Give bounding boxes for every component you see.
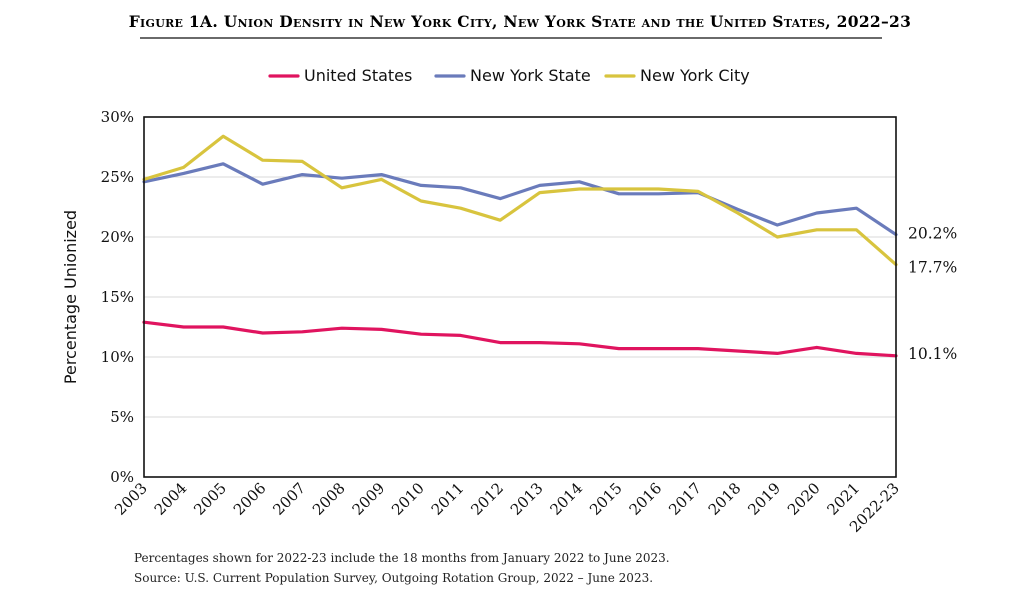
series-line-united-states — [142, 320, 898, 358]
x-tick-label: 2006 — [230, 479, 270, 519]
end-label: 17.7% — [908, 259, 957, 277]
chart-title: Figure 1A. Union Density in New York Cit… — [129, 12, 911, 31]
x-tick-label: 2004 — [151, 479, 191, 519]
y-tick-label: 25% — [101, 168, 134, 186]
plot-frame — [143, 116, 897, 478]
x-tick-label: 2008 — [309, 479, 349, 519]
x-tick-label: 2011 — [428, 479, 468, 519]
x-tick-label: 2013 — [507, 479, 547, 519]
y-tick-label: 20% — [101, 228, 134, 246]
y-tick-label: 5% — [110, 408, 134, 426]
legend-label: United States — [304, 66, 412, 85]
x-tick-label: 2005 — [190, 479, 230, 519]
x-axis-ticks: 2003 2004 2005 2006 2007 2008 2009 2010 2011 2012… — [111, 479, 903, 536]
x-tick-label: 2017 — [665, 479, 705, 519]
x-tick-label: 2020 — [784, 479, 824, 519]
series-lines — [142, 134, 898, 358]
series-line-new-york-state — [142, 162, 898, 237]
legend: United States New York State New York City — [268, 66, 750, 85]
x-tick-label: 2012 — [467, 479, 507, 519]
x-tick-label: 2009 — [349, 479, 389, 519]
end-label: 10.1% — [908, 345, 957, 363]
legend-label: New York City — [640, 66, 750, 85]
y-tick-label: 10% — [101, 348, 134, 366]
series-line-new-york-city — [142, 134, 898, 267]
y-tick-label: 15% — [101, 288, 134, 306]
footnote-1: Percentages shown for 2022-23 include th… — [134, 551, 670, 565]
x-tick-label: 2018 — [705, 479, 745, 519]
footnote-2: Source: U.S. Current Population Survey, … — [134, 571, 653, 585]
x-tick-label: 2015 — [586, 479, 626, 519]
x-tick-label: 2010 — [388, 479, 428, 519]
end-label: 20.2% — [908, 225, 957, 243]
x-tick-label: 2019 — [744, 479, 784, 519]
x-tick-label: 2014 — [546, 479, 586, 519]
y-tick-label: 0% — [110, 468, 134, 486]
y-axis-ticks: 0% 5% 10% 15% 20% 25% 30% — [101, 108, 134, 486]
gridlines — [144, 116, 896, 478]
y-axis-label: Percentage Unionized — [61, 210, 80, 384]
y-tick-label: 30% — [101, 108, 134, 126]
legend-label: New York State — [470, 66, 591, 85]
x-tick-label: 2007 — [269, 479, 309, 519]
end-labels: 10.1% 20.2% 17.7% — [908, 225, 957, 363]
x-tick-label: 2016 — [626, 479, 666, 519]
